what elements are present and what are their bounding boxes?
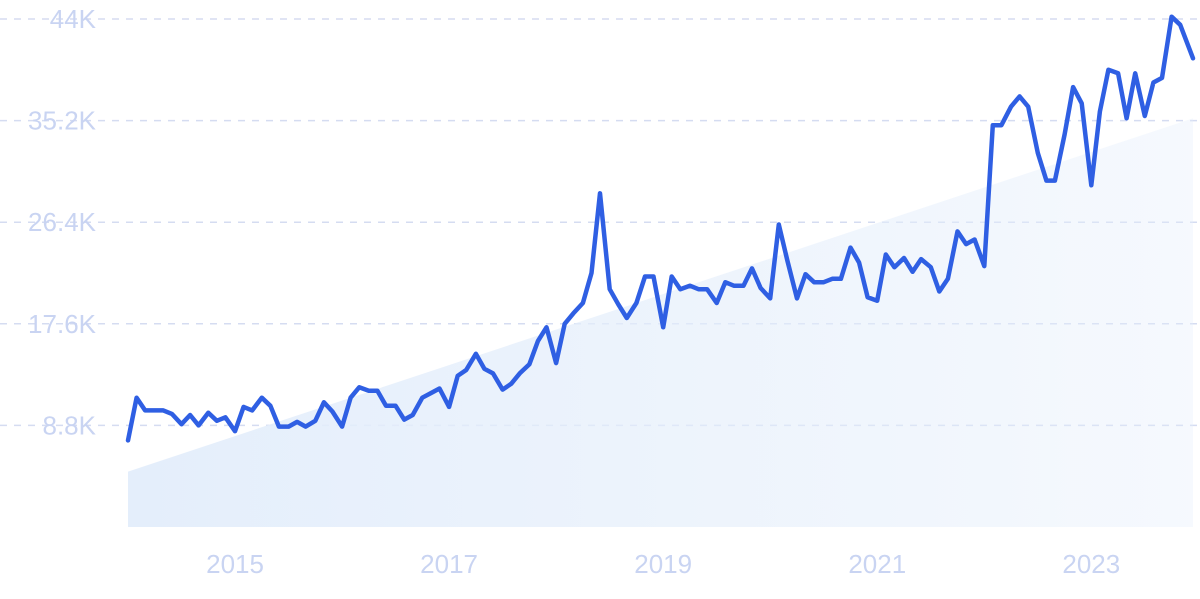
y-tick-label: 17.6K: [28, 309, 97, 339]
series: [125, 14, 1196, 443]
x-tick-label: 2017: [420, 549, 478, 579]
y-tick-label: 26.4K: [28, 207, 97, 237]
x-axis-tick-labels: 2015 2017 2019 2021 2023: [206, 549, 1120, 579]
y-tick-label: 44K: [50, 4, 97, 34]
x-tick-label: 2021: [848, 549, 906, 579]
x-tick-label: 2019: [634, 549, 692, 579]
y-axis-tick-labels: 8.8K 17.6K 26.4K 35.2K 44K: [28, 4, 97, 440]
y-tick-label: 35.2K: [28, 106, 97, 136]
y-tick-label: 8.8K: [43, 410, 97, 440]
series-line: [125, 14, 1196, 443]
x-tick-label: 2023: [1062, 549, 1120, 579]
x-tick-label: 2015: [206, 549, 264, 579]
